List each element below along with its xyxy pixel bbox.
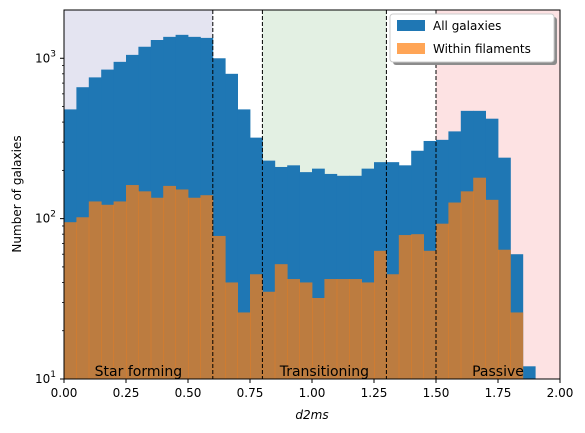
region-label-passive: Passive [472,364,524,380]
x-tick-label: 0.00 [51,386,78,400]
bar-within-filaments [250,274,263,379]
bar-within-filaments [374,250,387,379]
bar-within-filaments [101,204,114,379]
legend: All galaxies Within filaments [389,13,557,65]
bar-within-filaments [498,249,511,379]
bar-within-filaments [287,279,300,379]
bar-within-filaments [225,282,238,379]
x-tick-label: 1.00 [299,386,326,400]
bar-within-filaments [64,222,77,379]
bar-within-filaments [448,202,462,379]
legend-swatch-all-galaxies [397,20,425,31]
bar-all-galaxies [237,109,251,379]
bar-within-filaments [113,201,127,379]
bar-within-filaments [126,185,139,379]
y-axis-ticks: 101 102 103 [35,49,64,386]
x-tick-label: 0.50 [175,386,202,400]
bar-within-filaments [510,312,524,379]
bar-within-filaments [299,282,313,379]
bar-within-filaments [349,279,362,379]
x-tick-label: 1.25 [361,386,388,400]
x-axis-label: d2ms [295,408,328,422]
bar-within-filaments [88,201,102,379]
bar-within-filaments [336,279,350,379]
series-within-filaments [64,177,524,379]
x-axis-ticks: 0.00 0.25 0.50 0.75 1.00 1.25 1.50 1.75 2.00 [51,379,574,400]
bar-within-filaments [312,297,325,379]
bar-within-filaments [423,250,437,379]
y-axis-label: Number of galaxies [10,135,24,252]
bar-within-filaments [398,235,412,379]
bar-within-filaments [175,189,189,379]
region-labels: Star forming Transitioning Passive [95,364,524,380]
bar-within-filaments [361,282,375,379]
x-tick-label: 1.75 [485,386,512,400]
region-label-transitioning: Transitioning [279,364,369,380]
bar-within-filaments [262,291,276,379]
bar-within-filaments [212,235,226,379]
x-tick-label: 0.75 [237,386,264,400]
y-tick-label: 101 [35,370,56,386]
y-tick-label: 102 [35,210,56,226]
bar-within-filaments [163,185,176,379]
bar-within-filaments [150,197,164,379]
legend-label-within-filaments: Within filaments [433,42,531,56]
histogram-bars [64,34,536,380]
legend-swatch-within-filaments [397,43,425,54]
y-tick-label: 103 [35,49,56,65]
legend-label-all-galaxies: All galaxies [433,19,501,33]
x-tick-label: 0.25 [113,386,140,400]
bar-within-filaments [237,312,251,379]
bar-within-filaments [386,274,400,379]
bar-within-filaments [485,199,499,379]
bar-within-filaments [200,195,214,379]
threshold-lines [212,10,437,379]
legend-box [389,13,555,63]
bar-all-galaxies [522,366,536,379]
bar-within-filaments [138,191,152,379]
region-label-star-forming: Star forming [95,364,182,380]
bar-within-filaments [324,279,338,379]
bar-within-filaments [76,217,90,379]
bar-within-filaments [473,177,486,379]
bar-within-filaments [460,191,474,379]
bar-within-filaments [411,234,424,379]
x-tick-label: 1.50 [423,386,450,400]
x-tick-label: 2.00 [547,386,574,400]
bar-within-filaments [188,197,201,379]
bar-within-filaments [274,264,288,379]
bar-within-filaments [436,223,449,379]
